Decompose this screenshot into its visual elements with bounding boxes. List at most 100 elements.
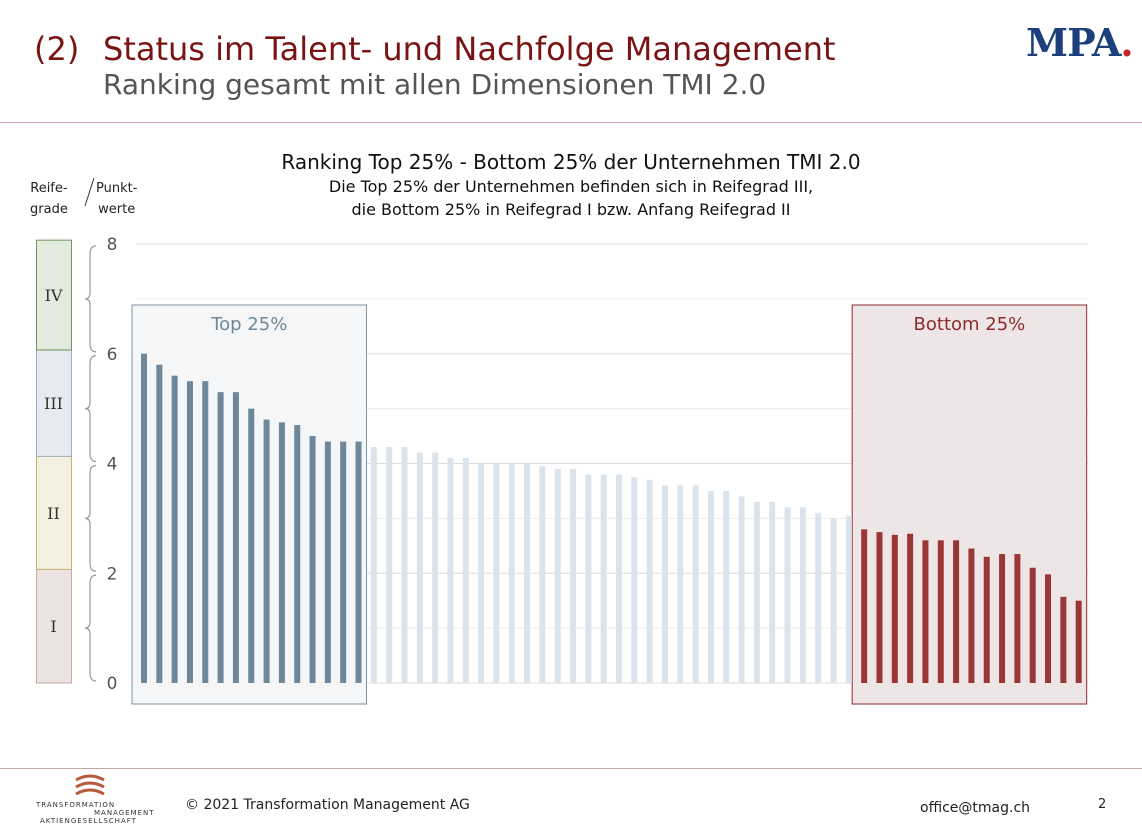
bar <box>493 463 500 683</box>
bar <box>232 392 239 683</box>
bar <box>646 479 653 683</box>
maturity-axis-label-line-2: grade <box>30 202 68 217</box>
bar <box>202 381 209 683</box>
y-tick-label: 2 <box>107 564 118 584</box>
bar <box>401 447 408 683</box>
bar <box>554 468 561 683</box>
maturity-level-label: II <box>47 504 60 523</box>
bar <box>922 540 929 683</box>
bar <box>324 441 331 683</box>
bar <box>447 458 454 683</box>
bar <box>156 364 163 683</box>
mpa-logo-dot: . <box>1120 20 1133 65</box>
maturity-axis-label-line-1: Reife- <box>30 181 68 196</box>
slide-title: Status im Talent- und Nachfolge Manageme… <box>103 30 836 68</box>
maturity-level-label: I <box>50 617 56 636</box>
bar <box>355 441 362 683</box>
maturity-level-box <box>36 349 72 457</box>
points-axis-label-line-2: werte <box>98 202 136 217</box>
bar <box>1029 567 1036 683</box>
bar <box>585 474 592 683</box>
bar <box>953 540 960 683</box>
bar <box>707 490 714 683</box>
chart-subtitle-line-1: Die Top 25% der Unternehmen befinden sic… <box>328 177 814 196</box>
bar <box>937 540 944 683</box>
brace-icon <box>84 355 97 463</box>
bar <box>1060 596 1067 683</box>
bar <box>386 447 393 683</box>
bar <box>830 518 837 683</box>
tmag-logo-line-1: TRANSFORMATION <box>36 801 116 809</box>
bar <box>815 512 822 683</box>
page-number: 2 <box>1098 797 1107 812</box>
bar <box>861 529 868 683</box>
maturity-level-box <box>36 239 72 351</box>
bar <box>968 548 975 683</box>
maturity-level-label: IV <box>45 286 63 305</box>
y-tick-label: 8 <box>107 235 118 255</box>
brace-icon <box>84 574 97 682</box>
bar <box>263 419 270 683</box>
footer-email-link[interactable]: office@tmag.ch <box>920 800 1031 816</box>
maturity-axis-label: Reife- grade <box>30 178 68 220</box>
bar <box>524 463 531 683</box>
bar <box>171 375 178 683</box>
bar <box>478 463 485 683</box>
bar <box>278 422 285 683</box>
brace-icon <box>84 245 97 353</box>
bar <box>753 501 760 683</box>
tmag-logo-line-3: AKTIENGESELLSCHAFT <box>40 817 137 825</box>
bar <box>983 556 990 683</box>
y-tick-label: 4 <box>107 455 118 475</box>
bottom-group-label: Bottom 25% <box>914 314 1026 335</box>
tmag-logo-line-2: MANAGEMENT <box>94 809 155 817</box>
mpa-logo-text: MPA <box>1026 20 1121 65</box>
bar <box>340 441 347 683</box>
bar <box>570 468 577 683</box>
bar <box>799 507 806 683</box>
bar <box>294 425 301 683</box>
bar <box>677 485 684 683</box>
mpa-logo: MPA. <box>1026 20 1134 65</box>
tmag-logo: TRANSFORMATION MANAGEMENT AKTIENGESELLSC… <box>36 772 154 832</box>
bar <box>217 392 224 683</box>
bar <box>1014 554 1021 683</box>
bar <box>692 485 699 683</box>
bar <box>508 463 515 683</box>
header-divider <box>0 122 1142 123</box>
slide-subtitle: Ranking gesamt mit allen Dimensionen TMI… <box>103 68 767 101</box>
y-tick-label: 0 <box>107 674 118 694</box>
bar <box>539 466 546 683</box>
bar <box>723 490 730 683</box>
bar <box>631 477 638 683</box>
bar <box>370 447 377 683</box>
bar <box>661 485 668 683</box>
bar <box>999 554 1006 683</box>
slide-number-label: (2) <box>34 30 80 68</box>
chart-title: Ranking Top 25% - Bottom 25% der Unterne… <box>281 150 861 174</box>
y-tick-label: 6 <box>107 345 118 365</box>
bar <box>248 408 255 683</box>
bar <box>907 533 914 683</box>
footer-divider <box>0 768 1142 769</box>
bar <box>784 507 791 683</box>
footer-copyright: © 2021 Transformation Management AG <box>185 797 470 813</box>
bar <box>891 534 898 683</box>
bar <box>416 452 423 683</box>
bar <box>616 474 622 683</box>
brace-icon <box>84 464 97 572</box>
tmag-logo-icon <box>75 774 105 796</box>
bar <box>845 515 852 683</box>
bar <box>600 474 607 683</box>
bar <box>738 496 745 683</box>
bar <box>769 501 776 683</box>
bar <box>1045 574 1052 683</box>
bar <box>309 436 316 683</box>
points-axis-label-line-1: Punkt- <box>96 181 138 196</box>
axis-label-slash <box>84 177 95 207</box>
maturity-level-label: III <box>44 394 63 413</box>
bar <box>876 532 883 683</box>
bar <box>432 452 439 683</box>
bar <box>1075 600 1082 683</box>
